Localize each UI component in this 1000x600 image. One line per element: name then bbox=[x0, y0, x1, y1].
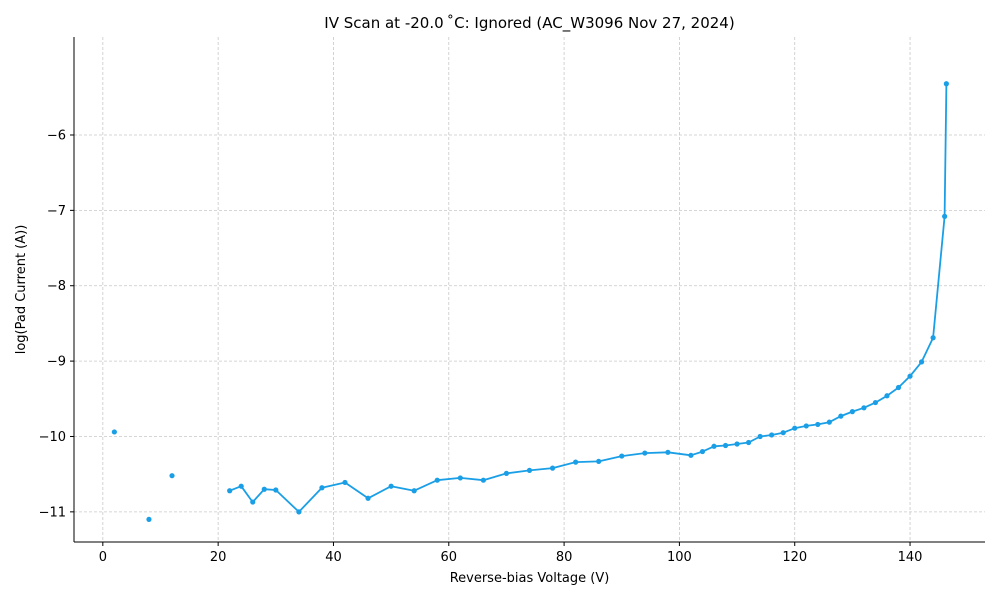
data-point bbox=[619, 453, 625, 459]
y-tick-label: −6 bbox=[47, 128, 66, 143]
data-point bbox=[596, 458, 602, 464]
data-point bbox=[342, 479, 348, 486]
ticks: 0 20 40 60 80 100 120 140 −11 −10 −9 −8 −7 −6 bbox=[39, 128, 923, 565]
data-point bbox=[642, 450, 648, 456]
x-tick-label: 120 bbox=[782, 550, 807, 565]
data-point bbox=[688, 452, 694, 458]
data-point bbox=[250, 499, 256, 505]
data-point bbox=[757, 433, 763, 440]
x-tick-label: 60 bbox=[441, 550, 458, 565]
data-point bbox=[838, 413, 844, 419]
y-tick-label: −8 bbox=[47, 279, 66, 294]
data-point bbox=[930, 335, 936, 341]
x-tick-label: 0 bbox=[99, 550, 107, 565]
data-point bbox=[480, 477, 486, 483]
data-point bbox=[238, 483, 244, 489]
data-point bbox=[907, 373, 913, 379]
data-point bbox=[365, 495, 371, 501]
data-point bbox=[699, 448, 706, 455]
x-tick-label: 20 bbox=[210, 550, 227, 565]
y-axis-label: log(Pad Current (A)) bbox=[14, 225, 29, 355]
data-series bbox=[111, 81, 949, 522]
data-point bbox=[895, 384, 902, 391]
data-point bbox=[711, 443, 717, 449]
data-point bbox=[872, 399, 879, 406]
x-tick-label: 140 bbox=[898, 550, 923, 565]
data-point bbox=[549, 465, 556, 471]
data-point bbox=[388, 483, 394, 489]
data-point bbox=[573, 459, 579, 465]
x-axis-label: Reverse-bias Voltage (V) bbox=[450, 571, 610, 586]
data-point bbox=[273, 487, 279, 493]
data-point bbox=[918, 359, 925, 365]
y-tick-label: −9 bbox=[47, 355, 66, 370]
data-point bbox=[722, 442, 729, 449]
iv-series-line bbox=[229, 83, 948, 513]
data-point bbox=[780, 430, 786, 436]
isolated-data-point bbox=[169, 473, 175, 479]
data-point bbox=[261, 486, 267, 492]
y-tick-label: −10 bbox=[39, 430, 66, 445]
y-tick-label: −11 bbox=[39, 505, 66, 520]
grid bbox=[74, 37, 985, 542]
data-point bbox=[861, 405, 867, 411]
x-tick-label: 80 bbox=[556, 550, 573, 565]
data-point bbox=[503, 470, 510, 477]
data-point bbox=[734, 441, 740, 447]
x-tick-label: 100 bbox=[667, 550, 692, 565]
data-point bbox=[296, 509, 302, 515]
data-point bbox=[411, 488, 417, 494]
data-point bbox=[457, 475, 463, 481]
data-point bbox=[943, 81, 949, 87]
x-tick-label: 40 bbox=[325, 550, 342, 565]
data-point bbox=[526, 467, 533, 473]
data-point bbox=[746, 439, 752, 446]
data-point bbox=[792, 425, 798, 431]
data-point bbox=[815, 421, 821, 428]
data-point bbox=[319, 485, 325, 491]
data-point bbox=[849, 409, 855, 415]
data-point bbox=[227, 488, 233, 494]
data-point bbox=[803, 423, 809, 429]
data-point bbox=[942, 213, 948, 219]
data-point bbox=[665, 449, 671, 455]
chart-title: IV Scan at -20.0 ˚C: Ignored (AC_W3096 N… bbox=[324, 14, 734, 33]
isolated-data-point bbox=[111, 429, 117, 435]
data-point bbox=[884, 393, 890, 399]
isolated-data-point bbox=[146, 516, 152, 522]
data-point bbox=[434, 477, 440, 483]
data-point bbox=[826, 419, 832, 425]
y-tick-label: −7 bbox=[47, 204, 66, 219]
data-point bbox=[769, 432, 775, 438]
